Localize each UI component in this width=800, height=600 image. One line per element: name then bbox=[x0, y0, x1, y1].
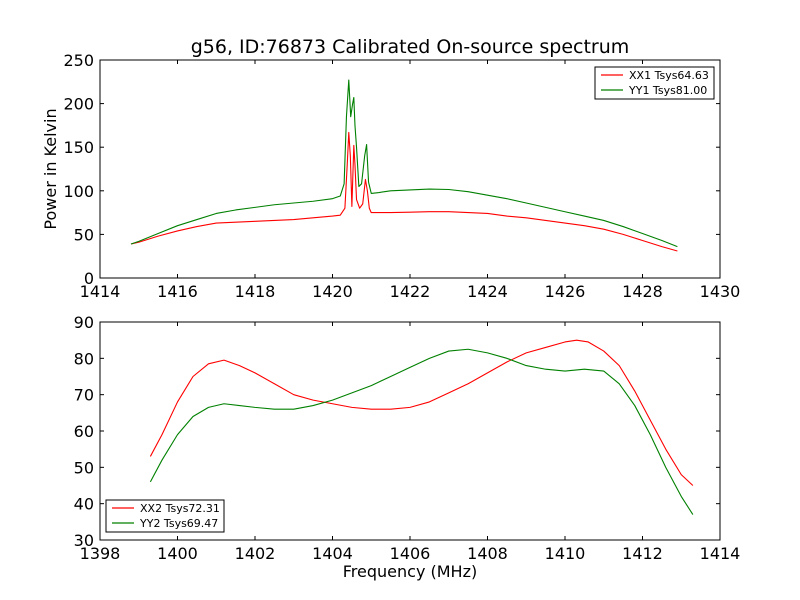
x-tick-label: 1428 bbox=[622, 282, 663, 301]
y-tick-label: 70 bbox=[74, 386, 94, 405]
y-tick-label: 60 bbox=[74, 422, 94, 441]
x-tick-label: 1414 bbox=[80, 282, 121, 301]
x-tick-label: 1422 bbox=[390, 282, 431, 301]
top-spectrum-plot: 1414 1416 1418 1420 1422 1424 1426 1428 1430 0 50 1… bbox=[41, 51, 740, 301]
x-tick-label: 1410 bbox=[545, 544, 586, 563]
x-tick-label: 1398 bbox=[80, 544, 121, 563]
y-tick-label: 30 bbox=[74, 531, 94, 550]
x-tick-label: 1404 bbox=[312, 544, 353, 563]
y-tick-label: 40 bbox=[74, 495, 94, 514]
y-tick-label: 250 bbox=[63, 51, 94, 70]
legend-entry-label: XX2 Tsys72.31 bbox=[140, 502, 220, 515]
figure-title: g56, ID:76873 Calibrated On-source spect… bbox=[191, 36, 630, 58]
x-tick-label: 1420 bbox=[312, 282, 353, 301]
x-tick-label: 1430 bbox=[700, 282, 741, 301]
legend-entry-label: YY2 Tsys69.47 bbox=[139, 517, 218, 530]
y-tick-label: 100 bbox=[63, 182, 94, 201]
y-tick-label: 0 bbox=[84, 269, 94, 288]
x-tick-label: 1416 bbox=[157, 282, 198, 301]
y-tick-label: 200 bbox=[63, 95, 94, 114]
bottom-spectrum-plot: 1398 1400 1402 1404 1406 1408 1410 1412 1414 30 40… bbox=[74, 313, 741, 581]
y-tick-label: 50 bbox=[74, 225, 94, 244]
y-tick-label: 90 bbox=[74, 313, 94, 332]
series-line-xx bbox=[130, 131, 678, 252]
x-tick-label: 1402 bbox=[235, 544, 276, 563]
legend-box bbox=[594, 66, 715, 100]
x-tick-label: 1418 bbox=[235, 282, 276, 301]
series-line-yy bbox=[130, 79, 678, 248]
y-tick-label: 80 bbox=[74, 349, 94, 368]
x-tick-label: 1414 bbox=[700, 544, 741, 563]
x-axis-label: Frequency (MHz) bbox=[343, 562, 477, 581]
x-tick-label: 1400 bbox=[157, 544, 198, 563]
y-axis-label: Power in Kelvin bbox=[41, 108, 60, 229]
series-line-xx bbox=[149, 339, 694, 486]
x-tick-label: 1424 bbox=[467, 282, 508, 301]
legend-entry-label: YY1 Tsys81.00 bbox=[628, 84, 707, 97]
legend-box bbox=[105, 499, 225, 533]
series-line-yy bbox=[149, 348, 694, 515]
x-tick-label: 1412 bbox=[622, 544, 663, 563]
y-tick-label: 50 bbox=[74, 458, 94, 477]
x-tick-label: 1406 bbox=[390, 544, 431, 563]
legend-entry-label: XX1 Tsys64.63 bbox=[629, 69, 709, 82]
y-tick-label: 150 bbox=[63, 138, 94, 157]
x-tick-label: 1408 bbox=[467, 544, 508, 563]
x-tick-label: 1426 bbox=[545, 282, 586, 301]
